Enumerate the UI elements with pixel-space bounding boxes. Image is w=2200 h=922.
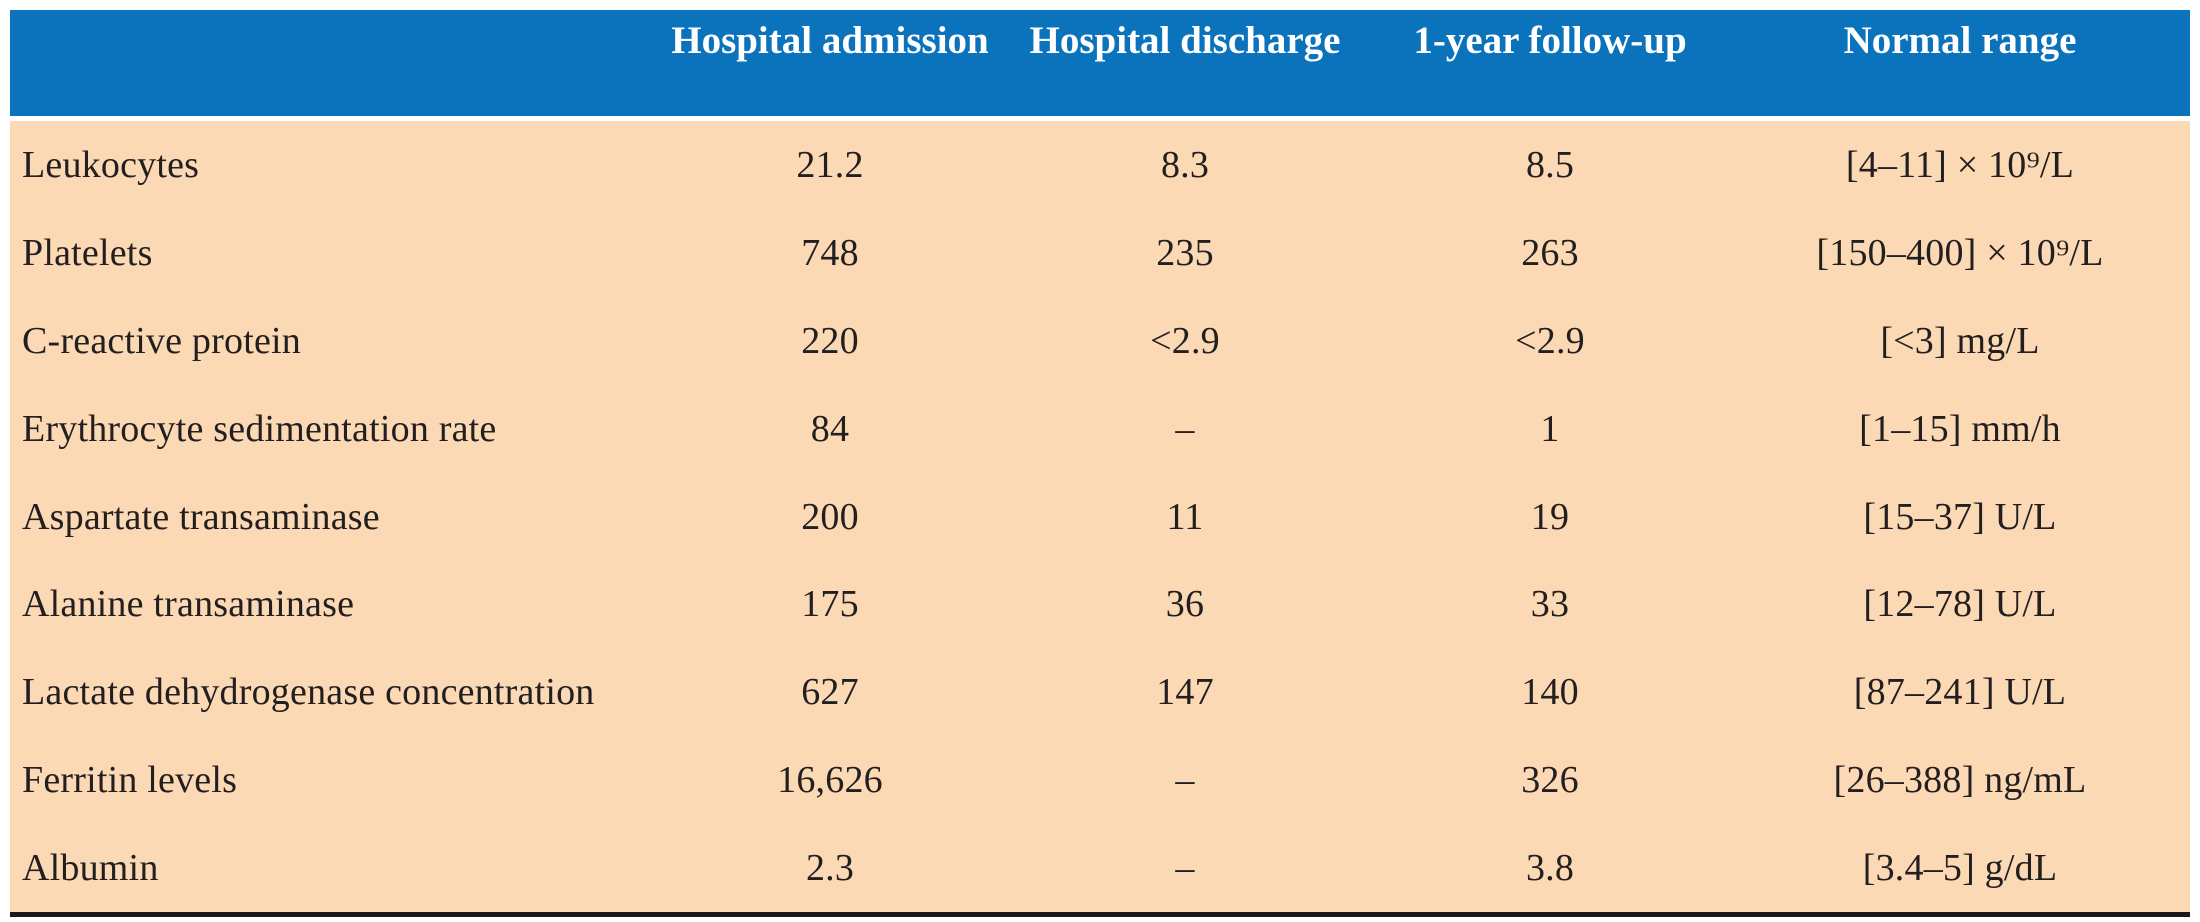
row-label: Leukocytes (10, 121, 660, 209)
column-header-normal-range: Normal range (1730, 10, 2190, 121)
cell-normal-range: [15–37] U/L (1730, 472, 2190, 561)
table-row-albumin: Albumin 2.3 – 3.8 [3.4–5] g/dL (10, 824, 2190, 918)
cell-1-year-follow-up: 19 (1370, 472, 1730, 561)
cell-hospital-admission: 2.3 (660, 824, 1000, 918)
cell-1-year-follow-up: <2.9 (1370, 296, 1730, 385)
table-row-erythrocyte-sedimentation-rate: Erythrocyte sedimentation rate 84 – 1 [1… (10, 384, 2190, 473)
row-label: Erythrocyte sedimentation rate (10, 384, 660, 473)
cell-1-year-follow-up: 33 (1370, 560, 1730, 649)
table-row-aspartate-transaminase: Aspartate transaminase 200 11 19 [15–37]… (10, 472, 2190, 561)
cell-hospital-discharge: 36 (1000, 560, 1370, 649)
table-row-c-reactive-protein: C-reactive protein 220 <2.9 <2.9 [<3] mg… (10, 296, 2190, 385)
cell-hospital-discharge: – (1000, 824, 1370, 918)
table-header: Hospital admission Hospital discharge 1-… (10, 10, 2190, 121)
cell-normal-range: [87–241] U/L (1730, 648, 2190, 737)
column-header-hospital-admission: Hospital admission (660, 10, 1000, 121)
cell-hospital-admission: 200 (660, 472, 1000, 561)
cell-normal-range: [<3] mg/L (1730, 296, 2190, 385)
column-header-hospital-discharge: Hospital discharge (1000, 10, 1370, 121)
cell-1-year-follow-up: 326 (1370, 736, 1730, 825)
table-body: Leukocytes 21.2 8.3 8.5 [4–11] × 10⁹/L P… (10, 121, 2190, 918)
row-label: Ferritin levels (10, 736, 660, 825)
row-label: Aspartate transaminase (10, 472, 660, 561)
cell-normal-range: [3.4–5] g/dL (1730, 824, 2190, 918)
column-header-parameter (10, 10, 660, 121)
cell-1-year-follow-up: 3.8 (1370, 824, 1730, 918)
cell-hospital-discharge: 147 (1000, 648, 1370, 737)
cell-hospital-admission: 627 (660, 648, 1000, 737)
cell-hospital-discharge: 235 (1000, 208, 1370, 297)
cell-hospital-admission: 748 (660, 208, 1000, 297)
cell-hospital-admission: 175 (660, 560, 1000, 649)
row-label: C-reactive protein (10, 296, 660, 385)
table-row-platelets: Platelets 748 235 263 [150–400] × 10⁹/L (10, 208, 2190, 297)
table-row-ferritin-levels: Ferritin levels 16,626 – 326 [26–388] ng… (10, 736, 2190, 825)
cell-1-year-follow-up: 1 (1370, 384, 1730, 473)
row-label: Platelets (10, 208, 660, 297)
cell-hospital-discharge: – (1000, 384, 1370, 473)
cell-hospital-discharge: <2.9 (1000, 296, 1370, 385)
cell-normal-range: [150–400] × 10⁹/L (1730, 208, 2190, 297)
cell-hospital-discharge: 11 (1000, 472, 1370, 561)
cell-hospital-admission: 220 (660, 296, 1000, 385)
row-label: Lactate dehydrogenase concentration (10, 648, 660, 737)
cell-1-year-follow-up: 8.5 (1370, 121, 1730, 209)
cell-hospital-discharge: 8.3 (1000, 121, 1370, 209)
column-header-1-year-follow-up: 1-year follow-up (1370, 10, 1730, 121)
cell-hospital-admission: 16,626 (660, 736, 1000, 825)
cell-normal-range: [26–388] ng/mL (1730, 736, 2190, 825)
table-row-leukocytes: Leukocytes 21.2 8.3 8.5 [4–11] × 10⁹/L (10, 121, 2190, 209)
cell-normal-range: [1–15] mm/h (1730, 384, 2190, 473)
cell-1-year-follow-up: 140 (1370, 648, 1730, 737)
cell-hospital-admission: 21.2 (660, 121, 1000, 209)
header-row: Hospital admission Hospital discharge 1-… (10, 10, 2190, 121)
cell-normal-range: [4–11] × 10⁹/L (1730, 121, 2190, 209)
lab-results-table: Hospital admission Hospital discharge 1-… (10, 10, 2190, 918)
row-label: Albumin (10, 824, 660, 918)
table-row-alanine-transaminase: Alanine transaminase 175 36 33 [12–78] U… (10, 560, 2190, 649)
table-row-lactate-dehydrogenase: Lactate dehydrogenase concentration 627 … (10, 648, 2190, 737)
cell-hospital-admission: 84 (660, 384, 1000, 473)
cell-1-year-follow-up: 263 (1370, 208, 1730, 297)
cell-normal-range: [12–78] U/L (1730, 560, 2190, 649)
cell-hospital-discharge: – (1000, 736, 1370, 825)
row-label: Alanine transaminase (10, 560, 660, 649)
